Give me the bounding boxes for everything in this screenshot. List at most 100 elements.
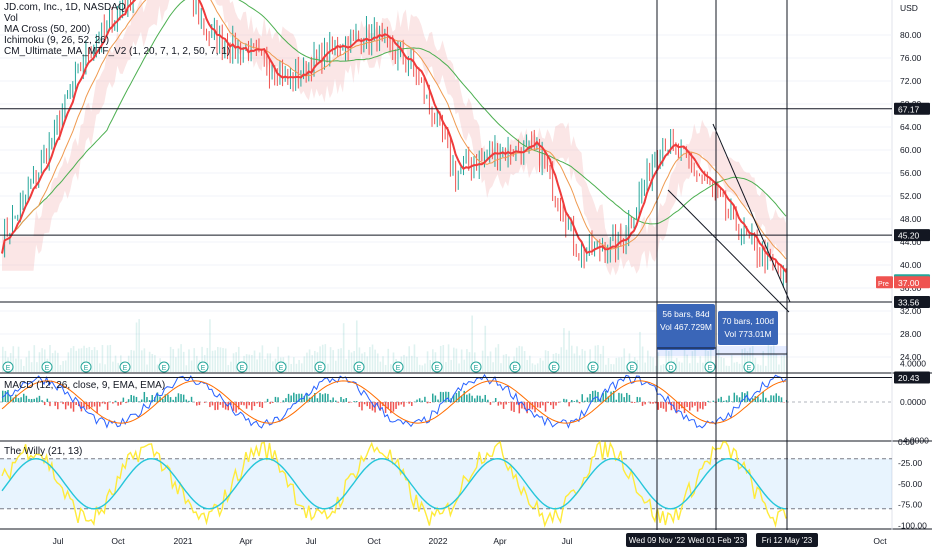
volume-bar (20, 359, 22, 372)
macd-histogram-bar (610, 392, 612, 402)
volume-bar (408, 346, 410, 372)
legend-vol[interactable]: Vol (4, 13, 230, 24)
volume-bar (463, 360, 465, 372)
macd-histogram-bar (356, 401, 358, 402)
volume-bar (461, 350, 463, 372)
macd-histogram-bar (259, 402, 261, 407)
price-axis-tick: 28.00 (900, 329, 922, 339)
macd-histogram-bar (120, 402, 122, 405)
macd-histogram-bar (41, 400, 43, 402)
volume-bar (39, 352, 41, 372)
macd-histogram-bar (128, 399, 129, 402)
macd-histogram-bar (70, 402, 72, 408)
legend-macd[interactable]: MACD (12, 26, close, 9, EMA, EMA) (4, 380, 165, 391)
volume-bar (141, 350, 143, 372)
volume-bar (608, 358, 610, 372)
volume-bar (406, 356, 408, 372)
volume-bar (778, 365, 780, 372)
macd-histogram-bar (702, 402, 704, 409)
legend-cm-ultimate[interactable]: CM_Ultimate_MA_MTF_V2 (1, 20, 7, 1, 2, 5… (4, 46, 230, 57)
volume-bar (351, 352, 353, 372)
macd-histogram-bar (243, 402, 245, 405)
legend-ichimoku[interactable]: Ichimoku (9, 26, 52, 26) (4, 35, 230, 46)
macd-histogram-bar (563, 399, 565, 402)
volume-bar (390, 364, 392, 372)
legend-willy[interactable]: The Willy (21, 13) (4, 446, 82, 457)
price-axis-tick: 52.00 (900, 191, 922, 201)
volume-bar (487, 356, 489, 372)
volume-bar (233, 353, 235, 372)
macd-histogram-bar (7, 390, 9, 402)
macd-histogram-bar (361, 402, 363, 410)
volume-bar (458, 363, 460, 372)
macd-histogram-bar (668, 402, 670, 404)
volume-bar (387, 349, 389, 372)
volume-bar (765, 366, 767, 372)
macd-histogram-bar (26, 396, 28, 402)
macd-histogram-bar (277, 397, 279, 402)
macd-histogram-bar (663, 402, 665, 409)
macd-histogram-bar (424, 397, 426, 402)
macd-histogram-bar (479, 396, 481, 402)
macd-histogram-bar (332, 397, 334, 402)
volume-bar (214, 350, 216, 372)
volume-bar (117, 363, 119, 372)
volume-bar (450, 360, 452, 372)
macd-histogram-bar (482, 399, 484, 402)
time-highlight-label: Wed 09 Nov '22 (629, 536, 686, 545)
macd-histogram-bar (138, 401, 140, 402)
volume-bar (443, 345, 445, 372)
macd-histogram-bar (241, 402, 243, 405)
macd-histogram-bar (773, 396, 775, 402)
macd-histogram-bar (686, 402, 688, 407)
volume-bar (191, 361, 193, 372)
legend-ma-cross[interactable]: MA Cross (50, 200) (4, 24, 230, 35)
volume-bar (726, 366, 728, 372)
macd-histogram-bar (222, 402, 224, 408)
willy-legend: The Willy (21, 13) (4, 446, 82, 457)
earnings-marker-label: E (708, 365, 713, 372)
volume-bar (723, 358, 725, 372)
volume-bar (600, 354, 602, 372)
macd-histogram-bar (133, 396, 135, 402)
earnings-marker-label: E (6, 365, 11, 372)
volume-bar (584, 351, 586, 372)
macd-histogram-bar (631, 402, 633, 403)
volume-bar (537, 363, 539, 372)
volume-bar (610, 364, 612, 372)
legend-title[interactable]: JD.com, Inc., 1D, NASDAQ (4, 2, 230, 13)
measure-box-bars: 56 bars, 84d (662, 309, 710, 319)
volume-bar (736, 362, 738, 372)
macd-histogram-bar (325, 393, 327, 402)
macd-histogram-bar (547, 402, 549, 403)
macd-histogram-bar (579, 402, 581, 403)
volume-bar (209, 319, 211, 372)
volume-bar (429, 360, 431, 372)
volume-bar (272, 361, 274, 372)
volume-bar (650, 356, 652, 372)
macd-histogram-bar (178, 393, 180, 402)
macd-histogram-bar (31, 399, 33, 402)
macd-histogram-bar (81, 402, 83, 411)
macd-histogram-bar (440, 392, 442, 402)
macd-histogram-bar (435, 395, 437, 402)
volume-bar (60, 365, 62, 372)
macd-histogram-bar (707, 401, 709, 402)
macd-histogram-bar (256, 402, 258, 403)
volume-bar (542, 361, 544, 372)
time-axis-label: Apr (239, 536, 252, 546)
macd-histogram-bar (117, 402, 119, 406)
macd-histogram-bar (422, 401, 424, 402)
volume-bar (70, 348, 72, 372)
macd-histogram-bar (466, 395, 468, 402)
time-highlight-label: Wed 01 Feb '23 (688, 536, 745, 545)
macd-histogram-bar (477, 395, 479, 402)
macd-histogram-bar (765, 398, 767, 402)
volume-bar (484, 326, 486, 372)
volume-bar (96, 350, 98, 372)
macd-histogram-bar (212, 402, 214, 405)
macd-histogram-bar (254, 402, 256, 406)
macd-histogram-bar (553, 402, 555, 409)
